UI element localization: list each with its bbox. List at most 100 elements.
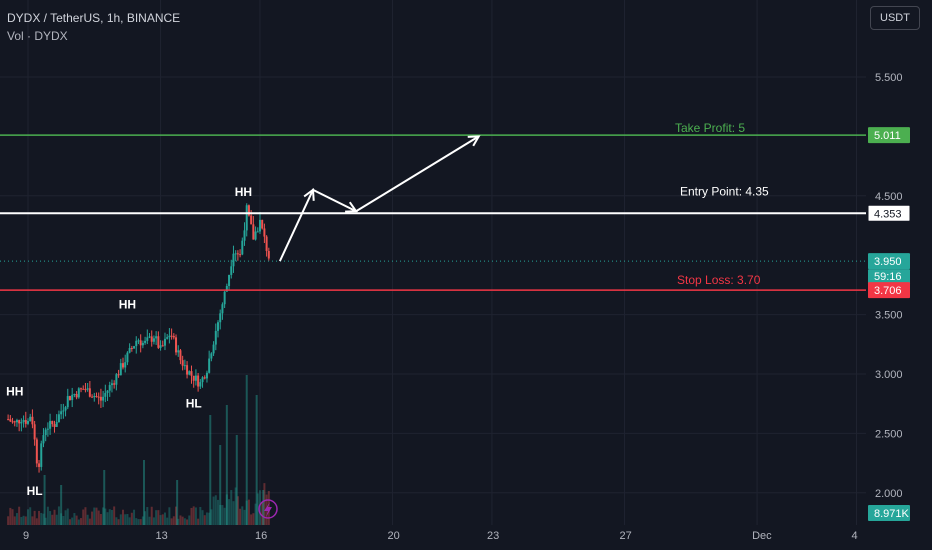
take-profit-label: Take Profit: 5 — [675, 121, 745, 135]
volume-bar — [183, 518, 186, 525]
symbol-title[interactable]: DYDX / TetherUS, 1h, BINANCE — [7, 11, 181, 25]
candle-body — [128, 348, 131, 353]
volume-bar — [13, 516, 16, 525]
volume-bar — [18, 506, 21, 525]
candle-body — [254, 231, 257, 240]
volume-bar — [133, 509, 136, 525]
candle-body — [139, 340, 142, 346]
arrow-head — [467, 135, 481, 147]
candle-body — [208, 358, 211, 373]
volume-bar — [40, 512, 43, 525]
countdown-badge: 59:16 — [874, 271, 902, 283]
candle-body — [126, 352, 129, 363]
volume-bar — [122, 509, 125, 525]
candle-body — [232, 253, 235, 267]
volume-bar — [108, 509, 111, 525]
currency-button[interactable]: USDT — [870, 6, 920, 30]
volume-bar — [11, 509, 14, 525]
volume-bar — [159, 515, 162, 525]
volume-bar — [261, 501, 264, 525]
candle-body — [245, 205, 248, 231]
price-axis[interactable]: 5.500 4.500 3.500 3.000 2.500 2.000 — [875, 72, 903, 500]
candle-body — [93, 396, 96, 398]
candle-body — [68, 396, 71, 401]
candle-body — [38, 463, 41, 467]
volume-bar — [221, 505, 224, 525]
candle-body — [24, 420, 27, 424]
candle-body — [86, 388, 89, 390]
volume-bar — [93, 507, 96, 525]
volume-bar — [49, 511, 52, 525]
volume-bar — [66, 508, 69, 525]
candle-body — [197, 375, 200, 387]
volume-bar — [68, 519, 71, 525]
candle-body — [117, 374, 120, 376]
volume-bar — [197, 518, 200, 525]
symbol-legend: DYDX / TetherUS, 1h, BINANCE Vol · DYDX — [7, 9, 180, 45]
candle-body — [201, 377, 204, 383]
candle-body — [203, 377, 206, 379]
volume-bar — [75, 515, 78, 525]
take-profit-badge: 5.011 — [874, 130, 901, 142]
candle-body — [31, 416, 34, 425]
volume-bar — [166, 517, 169, 525]
time-axis[interactable]: 9 13 16 20 23 27 Dec 4 — [23, 530, 858, 542]
volume-bar — [137, 519, 140, 525]
volume-bar — [243, 509, 246, 525]
volume-bar — [254, 503, 257, 525]
volume-bar — [62, 516, 65, 525]
candle-body — [106, 390, 109, 393]
volume-bar — [46, 506, 49, 525]
volume-bar — [82, 509, 85, 525]
volume-bar — [256, 493, 259, 525]
volume-spike — [235, 435, 238, 525]
candle-body — [99, 396, 102, 401]
time-tick-label: 4 — [852, 530, 858, 542]
volume-bar — [99, 514, 102, 525]
volume-bar — [214, 495, 217, 525]
volume-bar — [51, 514, 54, 525]
candle-body — [73, 394, 76, 396]
candle-body — [205, 372, 208, 379]
candle-body — [188, 371, 191, 375]
volume-bar — [175, 506, 178, 525]
candle-body — [95, 396, 98, 398]
candle-body — [241, 240, 244, 255]
candle-body — [53, 424, 56, 427]
candle-body — [261, 219, 264, 229]
candle-body — [113, 383, 116, 385]
candle-body — [29, 416, 32, 422]
candle-body — [250, 215, 253, 225]
time-tick-label: Dec — [752, 530, 772, 542]
volume-legend[interactable]: Vol · DYDX — [7, 29, 68, 43]
volume-badge: 8.971K — [874, 508, 910, 520]
volume-bar — [91, 511, 94, 525]
volume-spike — [60, 485, 63, 525]
lightning-icon-ring — [258, 499, 278, 519]
volume-bar — [117, 519, 120, 525]
candle-body — [80, 388, 83, 390]
volume-bar — [7, 516, 10, 525]
volume-bar — [33, 510, 36, 525]
time-tick-label: 27 — [620, 530, 632, 542]
volume-bar — [247, 499, 250, 525]
volume-bar — [77, 519, 80, 525]
volume-bar — [53, 509, 56, 525]
candle-body — [13, 421, 16, 423]
candle-body — [210, 353, 213, 359]
volume-bar — [258, 490, 261, 525]
time-tick-label: 16 — [255, 530, 267, 542]
price-levels[interactable]: Take Profit: 5 Entry Point: 4.35 Stop Loss… — [0, 121, 866, 291]
candle-body — [152, 338, 155, 342]
volume-bar — [9, 507, 12, 525]
volume-spike — [219, 445, 222, 525]
candle-body — [124, 362, 127, 368]
volume-bar — [73, 513, 76, 525]
candle-body — [75, 394, 78, 398]
volume-bar — [130, 512, 133, 525]
volume-spike — [43, 475, 46, 525]
candle-body — [51, 420, 54, 425]
candle-body — [115, 374, 118, 385]
candle-body — [252, 224, 255, 240]
